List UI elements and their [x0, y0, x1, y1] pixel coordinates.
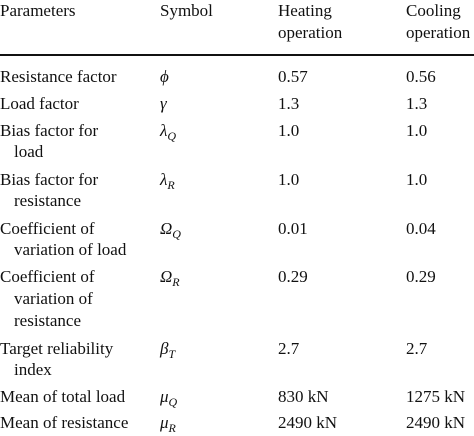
row-9-heating: 2490 kN	[278, 413, 338, 432]
row-2-param-line1: Load factor	[0, 94, 79, 113]
row-7-param-line2: index	[14, 360, 52, 379]
row-4-symbol: λR	[160, 170, 175, 192]
row-5-symbol: ΩQ	[160, 219, 181, 241]
row-9-cooling: 2490 kN	[406, 413, 466, 432]
row-6-param-line1: Coefficient of	[0, 267, 95, 286]
row-3-heating: 1.0	[278, 121, 300, 140]
row-1-symbol: ϕ	[160, 67, 169, 86]
row-6-param-line3: resistance	[14, 311, 82, 330]
row-6-cooling: 0.29	[406, 267, 436, 286]
row-4-param-line1: Bias factor for	[0, 170, 99, 189]
row-7-cooling: 2.7	[406, 339, 428, 358]
row-4-heating: 1.0	[278, 170, 300, 189]
header-rule	[0, 54, 474, 56]
row-9-param-line1: Mean of resistance	[0, 413, 129, 432]
row-8-symbol: μQ	[160, 387, 178, 409]
header-cooling-line1: Cooling	[406, 1, 461, 20]
row-7-symbol: βT	[160, 339, 176, 361]
row-7-param-line1: Target reliability	[0, 339, 114, 358]
row-8-cooling: 1275 kN	[406, 387, 466, 406]
row-6-param-line2: variation of	[14, 289, 93, 308]
row-1-heating: 0.57	[278, 67, 308, 86]
row-4-cooling: 1.0	[406, 170, 428, 189]
row-2-heating: 1.3	[278, 94, 300, 113]
header-parameters: Parameters	[0, 1, 76, 20]
row-9-symbol: μR	[160, 413, 176, 435]
row-3-param-line1: Bias factor for	[0, 121, 99, 140]
header-heating-line2: operation	[278, 23, 343, 42]
row-3-symbol: λQ	[160, 121, 177, 143]
row-5-param-line1: Coefficient of	[0, 219, 95, 238]
header-symbol: Symbol	[160, 1, 213, 20]
row-3-cooling: 1.0	[406, 121, 428, 140]
row-5-cooling: 0.04	[406, 219, 436, 238]
row-6-heating: 0.29	[278, 267, 308, 286]
row-6-symbol: ΩR	[160, 267, 180, 289]
row-2-symbol: γ	[160, 94, 167, 113]
row-8-param-line1: Mean of total load	[0, 387, 126, 406]
row-7-heating: 2.7	[278, 339, 300, 358]
row-5-param-line2: variation of load	[14, 240, 127, 259]
row-3-param-line2: load	[14, 142, 44, 161]
row-5-heating: 0.01	[278, 219, 308, 238]
header-cooling-line2: operation	[406, 23, 471, 42]
header-heating-line1: Heating	[278, 1, 332, 20]
row-8-heating: 830 kN	[278, 387, 329, 406]
row-1-cooling: 0.56	[406, 67, 436, 86]
row-2-cooling: 1.3	[406, 94, 428, 113]
row-1-param-line1: Resistance factor	[0, 67, 117, 86]
row-4-param-line2: resistance	[14, 191, 82, 210]
